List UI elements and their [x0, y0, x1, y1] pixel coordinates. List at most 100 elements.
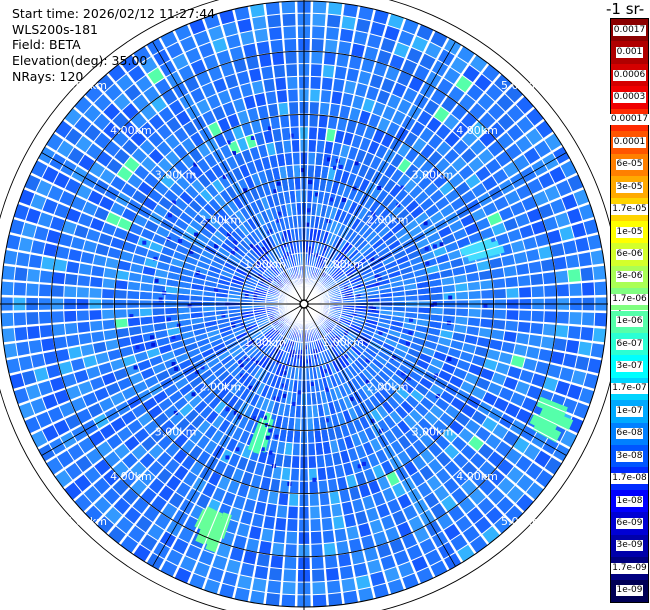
colorbar-cell: 1.7e-08 [611, 467, 648, 490]
ray-gate [373, 333, 386, 342]
ray-gate [234, 6, 250, 21]
ray-gate [272, 128, 282, 142]
ray-gate [214, 366, 227, 378]
ray-gate [482, 526, 500, 544]
ray-gate [361, 271, 374, 280]
ray-gate [78, 333, 92, 345]
ray-gate [137, 359, 152, 371]
speckle-cell [335, 335, 340, 340]
ray-gate [410, 206, 424, 219]
ray-gate [2, 328, 15, 343]
ray-gate [353, 175, 364, 189]
ray-gate [480, 227, 495, 240]
ray-gate [348, 201, 358, 215]
ray-gate [258, 171, 268, 184]
ray-gate [407, 348, 421, 358]
ray-gate [178, 65, 194, 81]
ray-gate [193, 328, 207, 336]
speckle-cell [225, 407, 230, 412]
ray-gate [14, 327, 28, 341]
ray-gate [234, 328, 247, 337]
ray-gate [212, 38, 228, 53]
ray-gate [223, 464, 236, 479]
ray-gate [74, 494, 92, 512]
ray-gate [380, 297, 393, 302]
ray-gate [449, 173, 464, 188]
ray-gate [378, 283, 391, 290]
ray-gate [372, 101, 386, 117]
ray-gate [381, 366, 394, 378]
ray-gate [146, 347, 161, 359]
ray-gate [64, 310, 77, 322]
ray-gate [346, 331, 358, 340]
ray-gate [420, 397, 434, 411]
ray-gate [355, 575, 371, 590]
ray-gate [282, 257, 289, 269]
ray-gate [460, 214, 475, 227]
ray-gate [405, 430, 419, 444]
speckle-cell [262, 415, 267, 420]
speckle-cell [281, 383, 286, 388]
ray-gate [513, 154, 530, 171]
ray-gate [254, 335, 265, 345]
ray-gate [248, 526, 262, 540]
ray-gate [412, 455, 427, 470]
ray-gate [196, 435, 210, 450]
ray-gate [110, 202, 126, 216]
ray-gate [317, 467, 327, 481]
ray-gate [365, 282, 378, 289]
ray-gate [284, 442, 293, 455]
ray-gate [455, 316, 468, 325]
ray-gate [454, 324, 467, 334]
ray-gate [203, 306, 215, 312]
ray-gate [141, 436, 157, 452]
ray-gate [201, 348, 215, 358]
speckle-cell [247, 340, 252, 345]
ray-gate [270, 39, 284, 53]
ray-gate [309, 253, 313, 266]
ray-gate [374, 204, 386, 217]
ray-gate [255, 199, 265, 212]
ray-gate [281, 467, 291, 481]
ray-gate [364, 196, 376, 210]
speckle-cell [306, 208, 311, 213]
ray-gate [265, 91, 277, 105]
ray-gate [286, 269, 293, 281]
ray-gate [244, 321, 257, 328]
ray-gate [482, 176, 498, 191]
speckle-cell [214, 288, 219, 293]
ray-gate [358, 6, 374, 21]
ray-gate [360, 268, 373, 277]
ray-gate [31, 353, 45, 368]
speckle-cell [187, 303, 192, 308]
ray-gate [503, 217, 518, 232]
ray-gate [325, 567, 340, 581]
ray-gate [375, 144, 388, 159]
ray-gate [70, 358, 85, 372]
ray-gate [288, 216, 294, 229]
ray-gate [547, 364, 562, 379]
ray-gate [47, 185, 64, 202]
ray-gate [291, 392, 297, 405]
ray-gate [533, 190, 549, 207]
ray-gate [255, 315, 268, 321]
ray-gate [289, 328, 296, 340]
ray-gate [89, 430, 105, 447]
ray-gate [382, 106, 396, 121]
ray-gate [370, 217, 382, 230]
ray-gate [265, 344, 275, 356]
ray-gate [364, 547, 379, 562]
ray-gate [254, 313, 267, 319]
speckle-cell [275, 360, 280, 365]
speckle-cell [289, 133, 294, 138]
ray-gate [71, 196, 87, 211]
ray-gate [414, 331, 427, 340]
ray-gate [329, 491, 340, 505]
ray-gate [515, 455, 533, 473]
ray-gate [325, 232, 333, 245]
ray-gate [370, 438, 382, 452]
ray-gate [67, 147, 85, 164]
range-label: 4.00km [456, 470, 498, 483]
ray-gate [309, 114, 319, 127]
ray-gate [289, 254, 295, 267]
